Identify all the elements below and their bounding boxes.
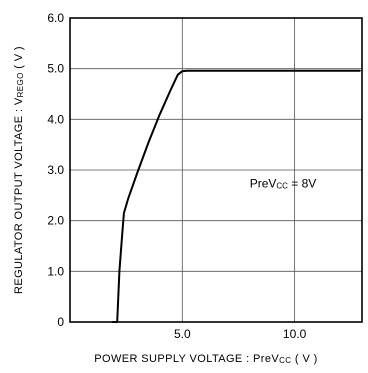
grid (70, 18, 362, 322)
plot-frame (69, 17, 363, 323)
series-layer (111, 69, 361, 323)
y-tick-label: 2.0 (47, 214, 64, 228)
y-tick-label: 1.0 (47, 264, 64, 278)
y-axis-label-main: REGULATOR OUTPUT VOLTAGE : V (13, 97, 25, 294)
x-tick-label: 5.0 (174, 327, 191, 341)
y-tick-label: 3.0 (47, 163, 64, 177)
x-tick-label: 10.0 (283, 327, 307, 341)
annotation-sub: CC (276, 182, 288, 191)
x-axis-label-sub: CC (279, 356, 291, 365)
annotation-main: PreV (250, 177, 277, 191)
y-axis-label-unit: ( V ) (13, 46, 25, 72)
y-tick-label: 4.0 (47, 112, 64, 126)
y-tick-label: 5.0 (47, 62, 64, 76)
y-axis-label: REGULATOR OUTPUT VOLTAGE : VREGO ( V ) (13, 46, 25, 294)
y-tick-label: 6.0 (47, 11, 64, 25)
y-axis-ticks: 0 1.0 2.0 3.0 4.0 5.0 6.0 (47, 11, 64, 329)
series-line (111, 69, 361, 323)
annotation-rest: = 8V (288, 177, 316, 191)
x-axis-label-main: POWER SUPPLY VOLTAGE : PreV (94, 353, 279, 365)
annotation-label: PreVCC = 8V (250, 177, 317, 191)
x-axis-label-unit: ( V ) (291, 353, 317, 365)
x-axis-label: POWER SUPPLY VOLTAGE : PreVCC ( V ) (94, 353, 317, 365)
x-axis-ticks: 5.0 10.0 (174, 327, 307, 341)
y-axis-label-sub: REGO (16, 72, 25, 97)
y-tick-label: 0 (57, 315, 64, 329)
